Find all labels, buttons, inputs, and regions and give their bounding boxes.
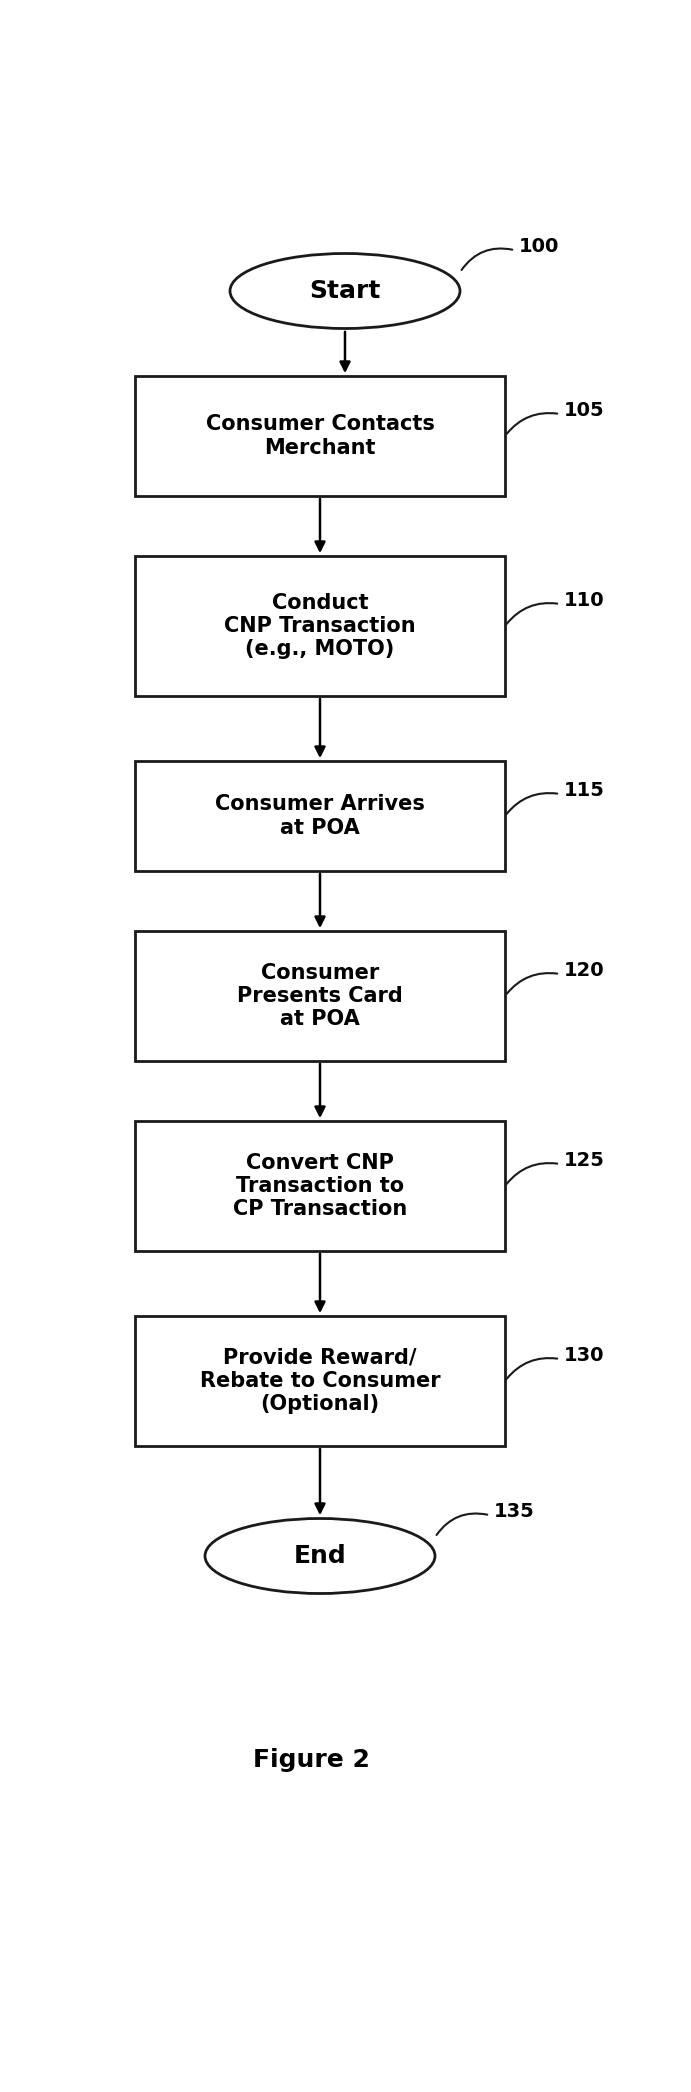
Text: Start: Start bbox=[310, 278, 381, 303]
FancyBboxPatch shape bbox=[135, 1316, 505, 1446]
Text: 105: 105 bbox=[564, 400, 605, 420]
Text: End: End bbox=[294, 1544, 346, 1569]
Text: 120: 120 bbox=[564, 960, 605, 979]
Text: 100: 100 bbox=[519, 236, 560, 255]
Text: 130: 130 bbox=[564, 1345, 605, 1364]
Text: Consumer
Presents Card
at POA: Consumer Presents Card at POA bbox=[237, 962, 403, 1029]
Text: Provide Reward/
Rebate to Consumer
(Optional): Provide Reward/ Rebate to Consumer (Opti… bbox=[200, 1347, 440, 1414]
FancyBboxPatch shape bbox=[135, 377, 505, 496]
Text: Conduct
CNP Transaction
(e.g., MOTO): Conduct CNP Transaction (e.g., MOTO) bbox=[224, 592, 416, 659]
Text: Convert CNP
Transaction to
CP Transaction: Convert CNP Transaction to CP Transactio… bbox=[233, 1153, 407, 1220]
FancyBboxPatch shape bbox=[135, 761, 505, 870]
Text: Figure 2: Figure 2 bbox=[252, 1749, 370, 1772]
Text: 125: 125 bbox=[564, 1151, 605, 1169]
Text: Consumer Contacts
Merchant: Consumer Contacts Merchant bbox=[205, 414, 435, 458]
Text: Consumer Arrives
at POA: Consumer Arrives at POA bbox=[215, 795, 425, 837]
FancyBboxPatch shape bbox=[135, 931, 505, 1061]
Text: 110: 110 bbox=[564, 590, 605, 609]
Ellipse shape bbox=[205, 1519, 435, 1594]
Text: 115: 115 bbox=[564, 780, 605, 799]
Ellipse shape bbox=[230, 253, 460, 328]
FancyBboxPatch shape bbox=[135, 556, 505, 697]
FancyBboxPatch shape bbox=[135, 1121, 505, 1251]
Text: 135: 135 bbox=[494, 1502, 535, 1521]
